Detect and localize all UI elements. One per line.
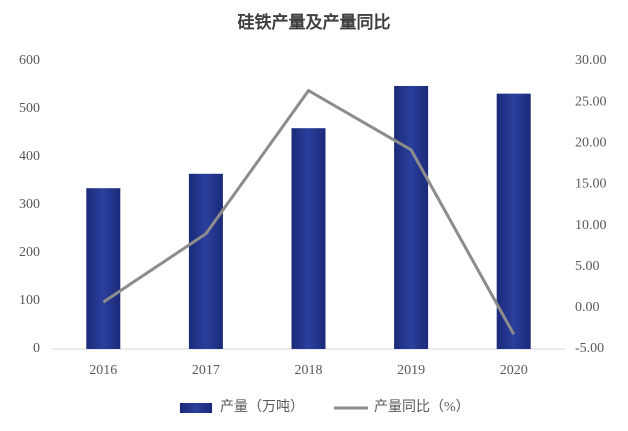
y2-tick-label: 5.00 (575, 259, 600, 274)
y-tick-label: 500 (19, 101, 40, 116)
line (102, 88, 516, 335)
y-tick-label: 300 (19, 197, 40, 212)
y2-tick-label: 30.00 (575, 53, 607, 68)
y2-tick-label: 15.00 (575, 177, 607, 192)
bar (394, 85, 429, 350)
legend-label: 产量同比（%） (374, 399, 470, 415)
y2-tick-label: 20.00 (575, 136, 607, 151)
y-tick-label: 600 (19, 53, 40, 68)
y2-tick-label: 10.00 (575, 218, 607, 233)
x-tick-label: 2019 (397, 363, 425, 378)
y-tick-label: 400 (19, 149, 40, 164)
y-tick-label: 0 (33, 341, 40, 356)
bar (86, 188, 121, 349)
x-tick-label: 2020 (500, 363, 528, 378)
y2-tick-label: 0.00 (575, 300, 600, 315)
chart-title: 硅铁产量及产量同比 (238, 12, 391, 32)
y-tick-label: 200 (19, 245, 40, 260)
x-tick-label: 2018 (295, 363, 323, 378)
legend-swatch (180, 403, 212, 413)
bar (291, 128, 326, 349)
bar (496, 93, 531, 349)
x-tick-label: 2017 (192, 363, 220, 378)
legend-label: 产量（万吨） (220, 399, 304, 415)
y-tick-label: 100 (19, 293, 40, 308)
y2-tick-label: -5.00 (575, 341, 604, 356)
x-tick-label: 2016 (89, 363, 117, 378)
bar (188, 173, 223, 349)
y2-tick-label: 25.00 (575, 94, 607, 109)
